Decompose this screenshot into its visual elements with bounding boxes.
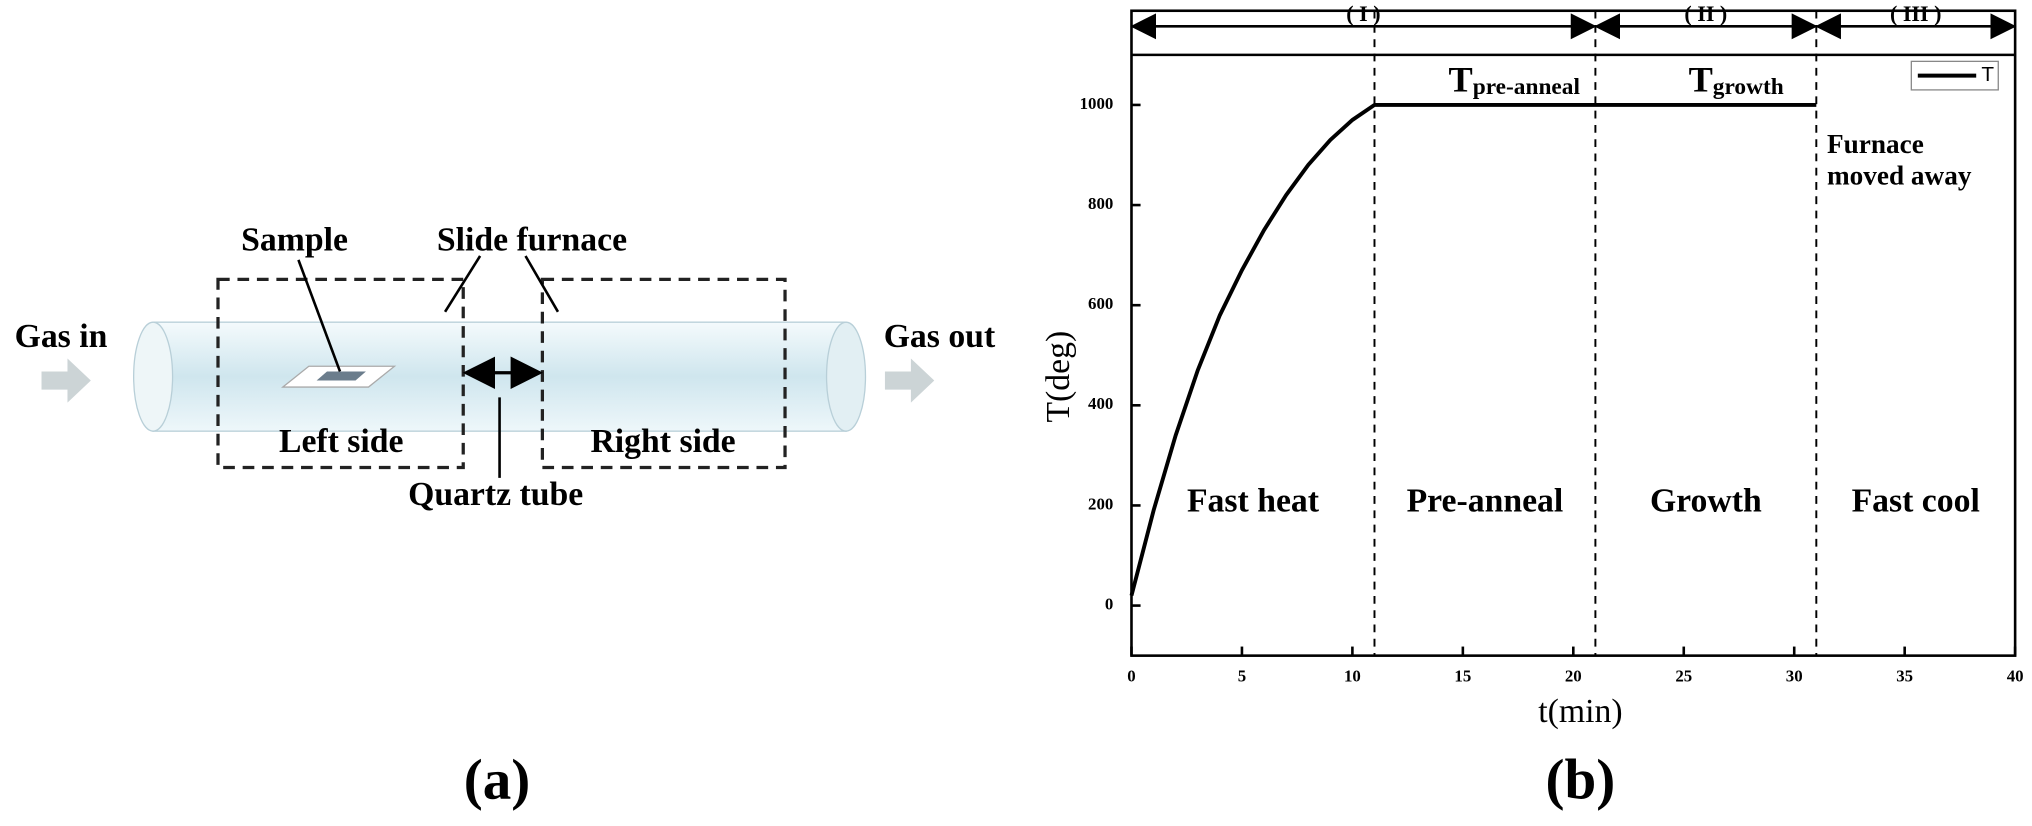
tube-end (133, 321, 174, 432)
phase-label: ( I ) (1346, 1, 1380, 26)
annotation-sub: growth (1713, 74, 1784, 100)
leader (297, 259, 342, 372)
y-tick-label: 1000 (1080, 94, 1114, 113)
sample-piece (316, 371, 366, 381)
annotation: T (1689, 60, 1713, 100)
y-tick-label: 800 (1088, 194, 1113, 213)
region-label: Pre-anneal (1407, 483, 1564, 520)
gas-in-arrow (41, 358, 91, 403)
data-line (1129, 102, 1817, 597)
y-tick-label: 0 (1105, 594, 1113, 613)
legend-label: T (1981, 63, 1994, 86)
diagram: Sample Slide furnace Gas in Gas out Left… (15, 222, 996, 812)
plot-frame (1130, 9, 2017, 657)
leader (443, 255, 482, 313)
annotation: Furnace (1827, 129, 1924, 159)
x-tick-label: 30 (1786, 667, 1803, 686)
x-tick-label: 10 (1344, 667, 1361, 686)
label: Slide furnace (437, 222, 627, 259)
x-tick-label: 5 (1238, 667, 1246, 686)
label: Gas in (15, 318, 108, 355)
x-tick-label: 25 (1675, 667, 1692, 686)
x-tick-label: 0 (1127, 667, 1135, 686)
label: Right side (590, 423, 735, 460)
tube-end (825, 321, 867, 432)
annotation-sub: pre-anneal (1473, 74, 1581, 100)
region-label: Fast heat (1187, 483, 1320, 520)
region-label: Growth (1650, 483, 1762, 520)
label: Quartz tube (408, 476, 583, 513)
x-tick-label: 20 (1565, 667, 1582, 686)
panel-label: (a) (464, 749, 531, 812)
leader (524, 255, 560, 313)
panel-label: (b) (1546, 749, 1616, 812)
gas-out-arrow (884, 358, 935, 403)
x-tick-label: 40 (2007, 667, 2024, 686)
annotation: moved away (1827, 160, 1972, 190)
y-axis-label: T(deg) (1040, 331, 1077, 423)
x-tick-label: 15 (1454, 667, 1471, 686)
y-tick-label: 600 (1088, 294, 1113, 313)
region-label: Fast cool (1852, 483, 1980, 520)
phase-label: ( III ) (1890, 1, 1941, 26)
phase-label: ( II ) (1684, 1, 1727, 26)
y-tick-label: 200 (1088, 494, 1113, 513)
x-axis-label: t(min) (1538, 693, 1622, 730)
y-tick-label: 400 (1088, 394, 1113, 413)
label: Left side (279, 423, 404, 460)
annotation: T (1449, 60, 1473, 100)
label: Gas out (884, 318, 996, 355)
label: Sample (241, 222, 348, 259)
x-tick-label: 35 (1896, 667, 1913, 686)
